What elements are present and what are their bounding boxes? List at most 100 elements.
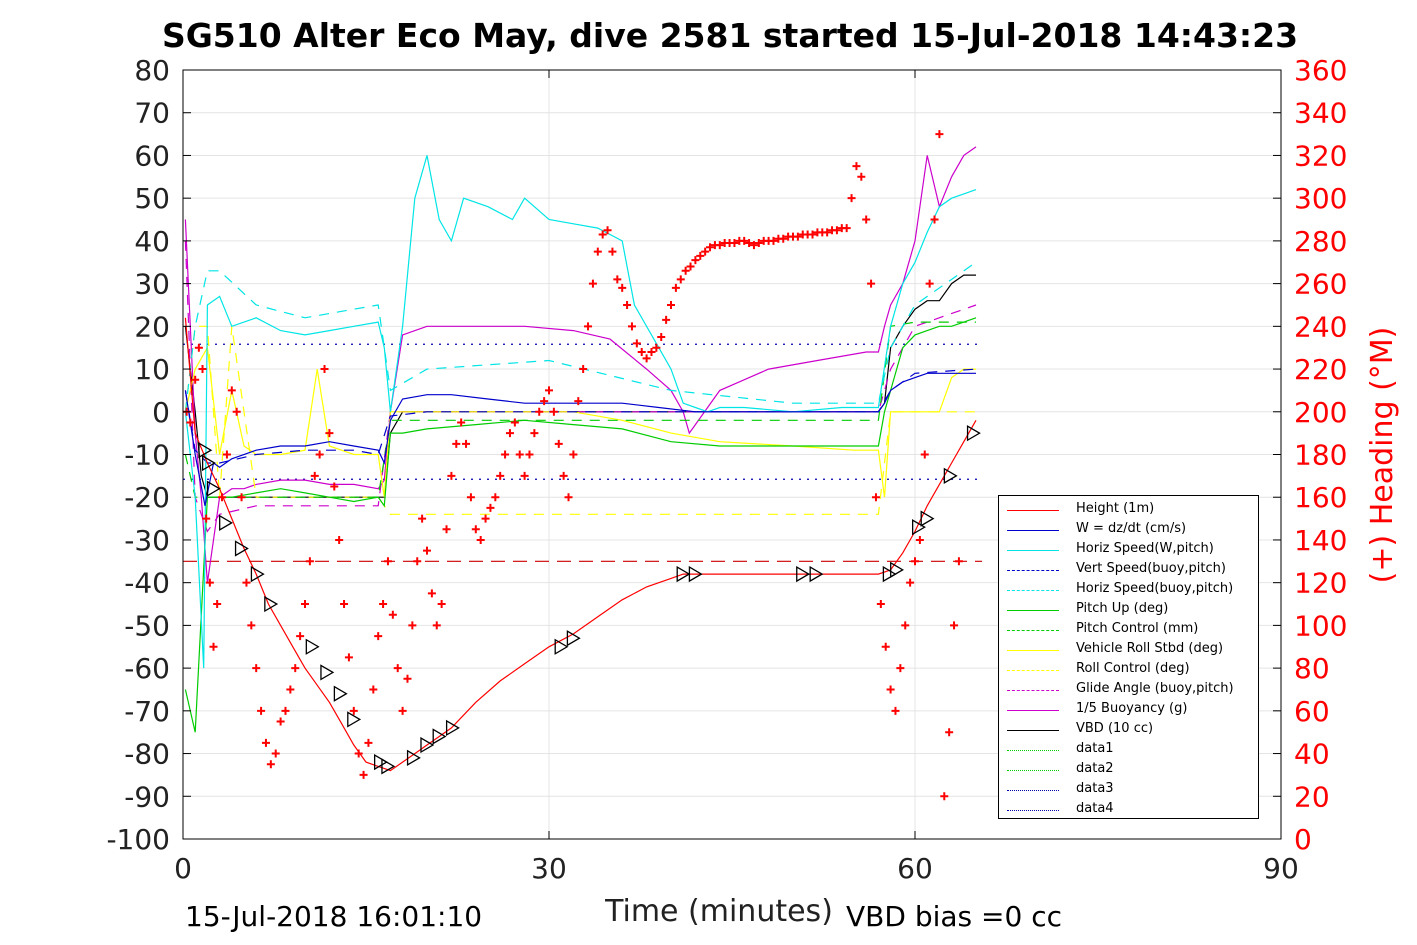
legend-item: data1 bbox=[999, 740, 1258, 760]
legend-label: data1 bbox=[1076, 741, 1114, 756]
heading-point bbox=[915, 535, 924, 544]
glide-marker bbox=[264, 595, 279, 613]
heading-point bbox=[286, 685, 295, 694]
heading-point bbox=[237, 493, 246, 502]
heading-point bbox=[867, 279, 876, 288]
legend-item: 1/5 Buoyancy (g) bbox=[999, 700, 1258, 720]
series-line bbox=[184, 317, 977, 772]
y-right-tick-label: 60 bbox=[1294, 695, 1330, 728]
series-line bbox=[184, 146, 977, 583]
heading-point bbox=[354, 749, 363, 758]
heading-point bbox=[374, 632, 383, 641]
heading-point bbox=[554, 439, 563, 448]
heading-point bbox=[447, 471, 456, 480]
y-tick-label: 50 bbox=[134, 182, 170, 215]
y-tick-label: 0 bbox=[152, 396, 170, 429]
heading-point bbox=[209, 642, 218, 651]
heading-point bbox=[793, 232, 802, 241]
heading-point bbox=[276, 717, 285, 726]
y-axis-ticks: 80 70 60 50 40 30 20 10 0 -10 -20 -30 -40 -50 -60 -70 -8… bbox=[106, 54, 191, 856]
y-right-tick-label: 320 bbox=[1294, 139, 1347, 172]
legend-label: Pitch Control (mm) bbox=[1076, 621, 1199, 636]
heading-point bbox=[881, 642, 890, 651]
footer-vbd-bias: VBD bias =0 cc bbox=[846, 900, 1062, 933]
y-right-tick-label: 160 bbox=[1294, 481, 1347, 514]
legend-swatch bbox=[1007, 770, 1059, 771]
legend-item: W = dz/dt (cm/s) bbox=[999, 520, 1258, 540]
x-axis-label: Time (minutes) bbox=[604, 894, 833, 929]
legend-label: W = dz/dt (cm/s) bbox=[1076, 521, 1187, 536]
glide-marker bbox=[381, 758, 396, 775]
heading-point bbox=[891, 706, 900, 715]
glide-marker bbox=[347, 711, 362, 728]
heading-point bbox=[564, 493, 573, 502]
glide-marker bbox=[420, 736, 435, 754]
series-line bbox=[184, 274, 976, 498]
glide-marker bbox=[809, 565, 824, 583]
heading-point bbox=[613, 275, 622, 284]
heading-point bbox=[950, 621, 959, 630]
heading-point bbox=[305, 557, 314, 566]
y-right-tick-label: 280 bbox=[1294, 225, 1347, 258]
heading-point bbox=[198, 365, 207, 374]
legend-swatch bbox=[1007, 590, 1059, 591]
heading-point bbox=[340, 600, 349, 609]
heading-point bbox=[491, 493, 500, 502]
heading-point bbox=[652, 343, 661, 352]
heading-point bbox=[344, 653, 353, 662]
heading-point bbox=[437, 600, 446, 609]
glide-marker bbox=[676, 565, 691, 583]
y-right-tick-label: 140 bbox=[1294, 524, 1347, 557]
heading-point bbox=[476, 535, 485, 544]
glide-marker bbox=[966, 425, 981, 442]
heading-point bbox=[266, 760, 275, 769]
series-line bbox=[184, 321, 976, 498]
heading-point bbox=[676, 275, 685, 284]
heading-point bbox=[218, 493, 227, 502]
heading-point bbox=[261, 738, 270, 747]
glide-marker bbox=[333, 685, 348, 702]
x-tick-label: 30 bbox=[531, 852, 567, 885]
heading-point bbox=[608, 247, 617, 256]
heading-point bbox=[901, 621, 910, 630]
heading-point bbox=[842, 224, 851, 233]
heading-point bbox=[310, 471, 319, 480]
legend-item: Horiz Speed(buoy,pitch) bbox=[999, 580, 1258, 600]
heading-point bbox=[745, 239, 754, 248]
legend-item: Height (1m) bbox=[999, 500, 1258, 520]
heading-point bbox=[642, 354, 651, 363]
glide-marker bbox=[250, 565, 265, 583]
legend-swatch bbox=[1007, 730, 1059, 731]
heading-point bbox=[935, 130, 944, 139]
heading-point bbox=[540, 397, 549, 406]
heading-point bbox=[886, 685, 895, 694]
heading-point bbox=[349, 706, 358, 715]
glide-marker bbox=[201, 454, 216, 472]
heading-point bbox=[920, 450, 929, 459]
heading-point bbox=[462, 439, 471, 448]
glide-marker bbox=[554, 638, 569, 655]
y-tick-label: 40 bbox=[134, 225, 170, 258]
y-tick-label: -70 bbox=[124, 695, 170, 728]
heading-point bbox=[769, 236, 778, 245]
heading-point bbox=[520, 471, 529, 480]
heading-point bbox=[471, 525, 480, 534]
legend-item: Roll Control (deg) bbox=[999, 660, 1258, 680]
heading-point bbox=[940, 792, 949, 801]
heading-point bbox=[432, 621, 441, 630]
heading-point bbox=[442, 525, 451, 534]
y-tick-label: -60 bbox=[124, 652, 170, 685]
heading-point bbox=[637, 347, 646, 356]
y-right-axis-ticks: 3603403203002802602402202001801601401201… bbox=[1273, 54, 1347, 856]
heading-points bbox=[183, 130, 963, 801]
legend-swatch bbox=[1007, 690, 1059, 691]
glide-marker bbox=[432, 728, 447, 745]
y-tick-label: -90 bbox=[124, 780, 170, 813]
series-line bbox=[184, 368, 977, 464]
heading-point bbox=[335, 535, 344, 544]
heading-point bbox=[598, 230, 607, 239]
legend-item: VBD (10 cc) bbox=[999, 720, 1258, 740]
glide-marker bbox=[882, 565, 897, 583]
heading-point bbox=[486, 503, 495, 512]
heading-point bbox=[852, 162, 861, 171]
